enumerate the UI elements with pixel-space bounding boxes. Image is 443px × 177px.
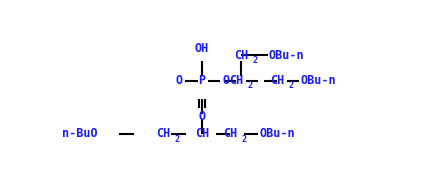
Text: CH: CH	[195, 127, 209, 140]
Text: 2: 2	[253, 56, 257, 65]
Text: CH: CH	[229, 74, 244, 87]
Text: n-BuO: n-BuO	[62, 127, 98, 140]
Text: OBu-n: OBu-n	[269, 49, 304, 62]
Text: OH: OH	[195, 42, 209, 55]
Text: OBu-n: OBu-n	[259, 127, 295, 140]
Text: 2: 2	[288, 81, 293, 90]
Text: CH: CH	[156, 127, 171, 140]
Text: 2: 2	[242, 135, 247, 144]
Text: CH: CH	[234, 49, 248, 62]
Text: O: O	[198, 110, 206, 123]
Text: 2: 2	[175, 135, 180, 144]
Text: CH: CH	[270, 74, 284, 87]
Text: O: O	[222, 74, 230, 87]
Text: O: O	[175, 74, 183, 87]
Text: OBu-n: OBu-n	[300, 74, 336, 87]
Text: P: P	[198, 74, 206, 87]
Text: 2: 2	[248, 81, 253, 90]
Text: CH: CH	[223, 127, 237, 140]
